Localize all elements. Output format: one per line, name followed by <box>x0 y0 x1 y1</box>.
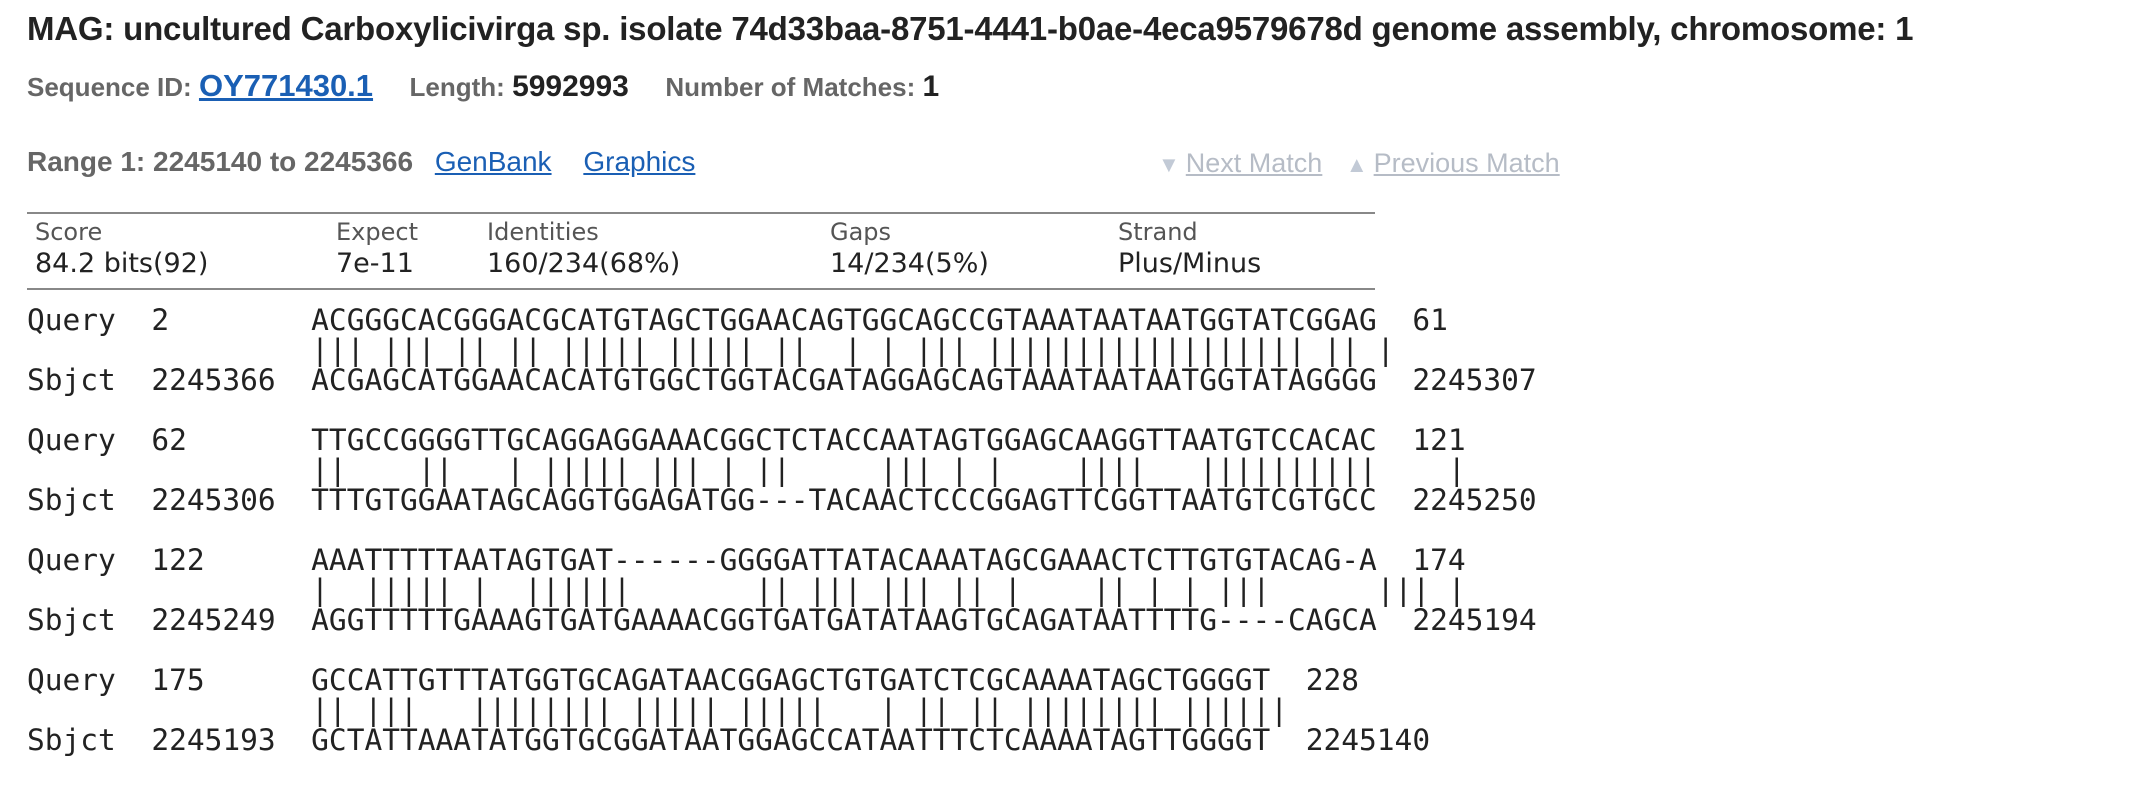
next-match-label: Next Match <box>1185 148 1323 178</box>
score-label: Score <box>35 218 103 246</box>
stat-gaps: Gaps 14/234(5%) <box>830 214 989 279</box>
alignment-block: Query 2 ACGGGCACGGGACGCATGTAGCTGGAACAGTG… <box>27 305 1537 425</box>
alignment-stats-table: Score 84.2 bits(92) Expect 7e-11 Identit… <box>27 212 1375 290</box>
sequence-id-label: Sequence ID: <box>27 72 192 102</box>
next-match-button[interactable]: ▼ Next Match <box>1158 148 1330 178</box>
triangle-up-icon: ▲ <box>1345 152 1368 177</box>
hit-title: MAG: uncultured Carboxylicivirga sp. iso… <box>27 10 1914 47</box>
range-label: Range 1: 2245140 to 2245366 <box>27 146 414 177</box>
expect-value: 7e-11 <box>336 248 414 279</box>
match-navigation: ▼ Next Match ▲ Previous Match <box>1158 148 1560 179</box>
match-line: || ||| |||||||| ||||| ||||| | || || ||||… <box>27 693 1288 727</box>
sbjct-line: Sbjct 2245306 TTTGTGGAATAGCAGGTGGAGATGG-… <box>27 483 1537 517</box>
alignment-block: Query 175 GCCATTGTTTATGGTGCAGATAACGGAGCT… <box>27 665 1537 785</box>
triangle-down-icon: ▼ <box>1158 152 1180 177</box>
matches-value: 1 <box>922 70 940 103</box>
identities-label: Identities <box>487 218 599 246</box>
identities-value: 160/234(68%) <box>487 248 681 279</box>
score-value: 84.2 bits(92) <box>35 248 209 279</box>
expect-label: Expect <box>336 218 418 246</box>
stat-score: Score 84.2 bits(92) <box>35 214 208 279</box>
length-label: Length: <box>409 72 505 102</box>
alignment-block: Query 122 AAATTTTTAATAGTGAT------GGGGATT… <box>27 545 1537 665</box>
sbjct-line: Sbjct 2245193 GCTATTAAATATGGTGCGGATAATGG… <box>27 723 1431 757</box>
graphics-link[interactable]: Graphics <box>583 146 696 177</box>
sbjct-line: Sbjct 2245366 ACGAGCATGGAACACATGTGGCTGGT… <box>27 363 1537 397</box>
query-line: Query 2 ACGGGCACGGGACGCATGTAGCTGGAACAGTG… <box>27 303 1448 337</box>
hit-meta: Sequence ID: OY771430.1 Length: 5992993 … <box>27 68 939 104</box>
matches-label: Number of Matches: <box>665 72 916 102</box>
length-value: 5992993 <box>512 70 629 103</box>
match-line: || || | ||||| ||| | || ||| | | |||| ||||… <box>27 453 1466 487</box>
match-line: | ||||| | |||||| || ||| ||| || | || | | … <box>27 573 1466 607</box>
sequence-alignment: Query 2 ACGGGCACGGGACGCATGTAGCTGGAACAGTG… <box>27 305 1537 785</box>
query-line: Query 175 GCCATTGTTTATGGTGCAGATAACGGAGCT… <box>27 663 1360 697</box>
strand-label: Strand <box>1118 218 1198 246</box>
previous-match-button[interactable]: ▲ Previous Match <box>1346 148 1560 178</box>
strand-value: Plus/Minus <box>1118 248 1262 279</box>
previous-match-label: Previous Match <box>1373 148 1560 178</box>
alignment-block: Query 62 TTGCCGGGGTTGCAGGAGGAAACGGCTCTAC… <box>27 425 1537 545</box>
query-line: Query 62 TTGCCGGGGTTGCAGGAGGAAACGGCTCTAC… <box>27 423 1466 457</box>
stat-strand: Strand Plus/Minus <box>1118 214 1261 279</box>
match-line: ||| ||| || || ||||| ||||| || | | ||| |||… <box>27 333 1395 367</box>
gaps-value: 14/234(5%) <box>830 248 989 279</box>
stat-identities: Identities 160/234(68%) <box>487 214 680 279</box>
gaps-label: Gaps <box>830 218 892 246</box>
stat-expect: Expect 7e-11 <box>336 214 418 279</box>
range-header: Range 1: 2245140 to 2245366 GenBank Grap… <box>27 146 695 178</box>
genbank-link[interactable]: GenBank <box>434 146 552 177</box>
query-line: Query 122 AAATTTTTAATAGTGAT------GGGGATT… <box>27 543 1466 577</box>
sbjct-line: Sbjct 2245249 AGGTTTTTGAAAGTGATGAAAACGGT… <box>27 603 1537 637</box>
sequence-id-link[interactable]: OY771430.1 <box>198 68 374 103</box>
